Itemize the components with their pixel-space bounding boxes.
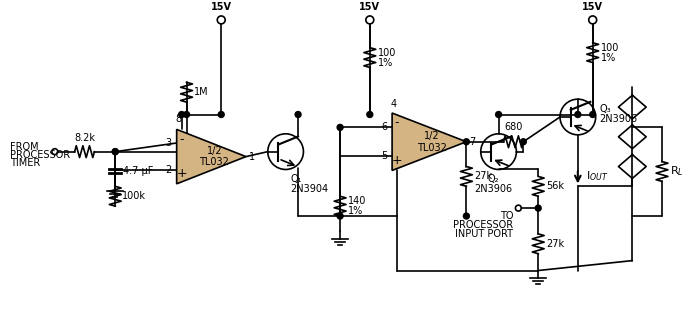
Text: 5: 5 [381,151,387,161]
Text: 6: 6 [381,123,387,132]
Circle shape [337,124,343,130]
Circle shape [367,111,373,117]
Text: Q₃: Q₃ [600,104,611,114]
Text: 2N3906: 2N3906 [600,114,638,124]
Text: 140: 140 [348,196,366,206]
Text: 1/2
TL032: 1/2 TL032 [417,131,447,152]
Text: PROCESSOR: PROCESSOR [454,220,513,230]
Text: 1%: 1% [348,206,363,216]
Text: 56k: 56k [546,181,564,191]
Circle shape [575,111,581,117]
Text: -: - [179,133,184,146]
Circle shape [295,111,301,117]
Text: R$_L$: R$_L$ [670,164,684,178]
Text: 2N3906: 2N3906 [475,184,512,194]
Text: 15V: 15V [359,2,380,12]
Circle shape [112,149,118,155]
Text: 680: 680 [504,122,523,132]
Text: TIMER: TIMER [10,158,41,168]
Circle shape [112,149,118,155]
Polygon shape [392,113,466,171]
Circle shape [337,213,343,219]
Text: 1%: 1% [601,53,616,62]
Text: 27k: 27k [475,171,492,181]
Text: Q₁: Q₁ [290,175,302,184]
Text: FROM: FROM [10,142,39,152]
Circle shape [536,205,541,211]
Text: 1/2
TL032: 1/2 TL032 [199,146,229,167]
Text: 1: 1 [249,151,255,162]
Text: 15V: 15V [582,2,603,12]
Text: 7: 7 [470,137,475,147]
Circle shape [218,111,224,117]
Text: INPUT PORT: INPUT PORT [456,229,513,239]
Text: 3: 3 [166,138,172,148]
Circle shape [183,111,190,117]
Text: 100k: 100k [122,191,146,201]
Text: 15V: 15V [211,2,232,12]
Text: 2N3904: 2N3904 [290,184,329,194]
Text: 27k: 27k [546,239,564,249]
Text: 4.7 μF: 4.7 μF [123,166,153,176]
Circle shape [520,139,526,145]
Circle shape [496,111,502,117]
Polygon shape [176,129,246,184]
Text: PROCESSOR: PROCESSOR [10,150,71,160]
Text: 1%: 1% [378,58,393,68]
Circle shape [463,139,470,145]
Text: +: + [392,154,402,167]
Text: 8.2k: 8.2k [74,133,95,143]
Circle shape [463,213,470,219]
Text: 100: 100 [601,43,619,53]
Text: TO: TO [500,211,513,221]
Text: 8: 8 [176,114,182,124]
Text: -: - [395,116,399,129]
Text: 1M: 1M [193,87,208,97]
Text: Q₂: Q₂ [488,175,499,184]
Text: 2: 2 [165,165,172,175]
Text: 4: 4 [391,99,397,109]
Circle shape [178,111,185,117]
Text: +: + [176,167,187,180]
Text: I$_{OUT}$: I$_{OUT}$ [586,170,608,183]
Text: 100: 100 [378,47,396,58]
Circle shape [589,111,596,117]
